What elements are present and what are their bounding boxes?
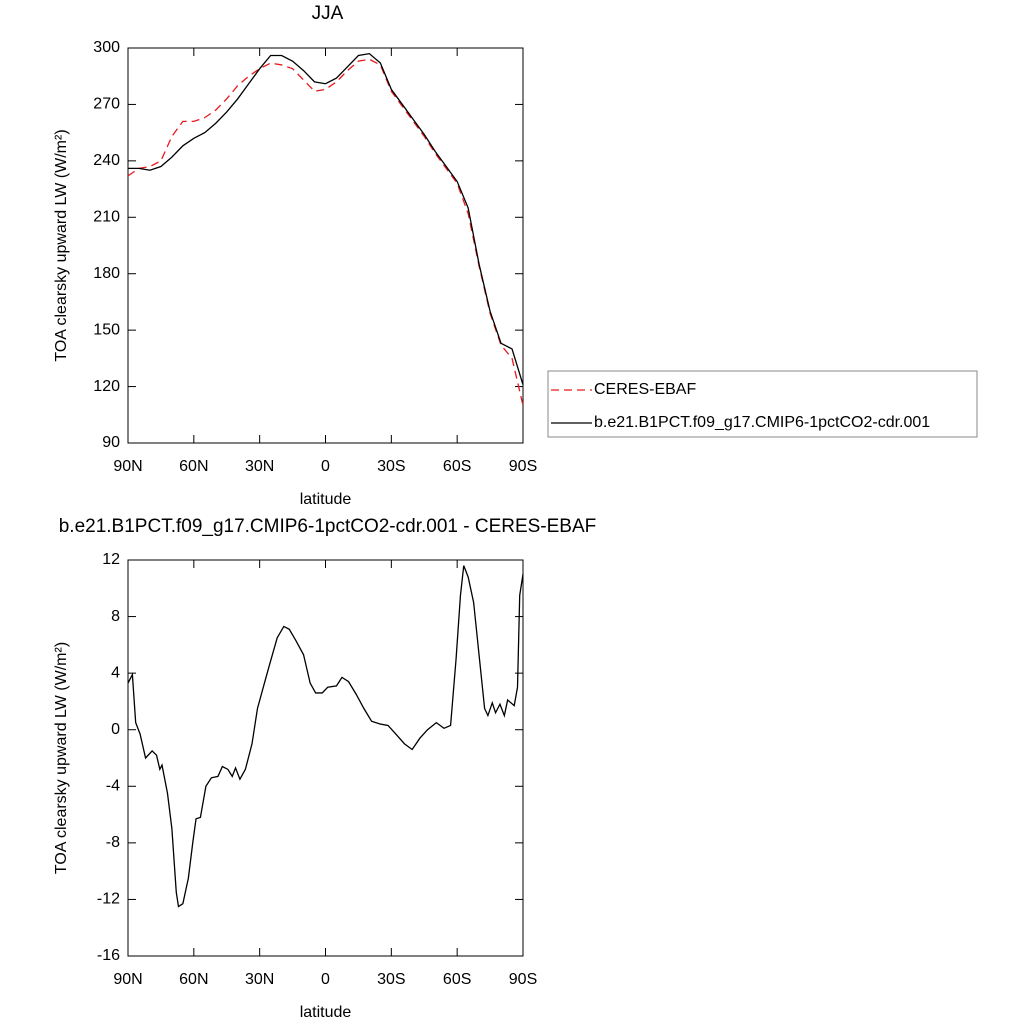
y-axis-label: TOA clearsky upward LW (W/m²): [53, 129, 70, 361]
chart-title: b.e21.B1PCT.f09_g17.CMIP6-1pctCO2-cdr.00…: [59, 516, 597, 537]
x-tick-label: 30N: [245, 971, 274, 988]
y-tick-label: 270: [93, 96, 120, 113]
y-tick-label: 0: [111, 721, 120, 738]
x-tick-label: 60S: [443, 971, 471, 988]
x-tick-label: 90S: [509, 971, 537, 988]
chart-panel: JJA latitude TOA clearsky upward LW (W/m²)…: [53, 3, 978, 508]
x-tick-label: 0: [321, 458, 330, 475]
x-tick-label: 60S: [443, 458, 471, 475]
plot-frame: [127, 559, 524, 957]
y-tick-label: 4: [111, 664, 120, 681]
x-axis-label: latitude: [300, 491, 352, 508]
x-tick-label: 0: [321, 971, 330, 988]
x-tick-label: 90S: [509, 458, 537, 475]
plot-frame: [127, 47, 524, 444]
y-tick-label: 240: [93, 152, 120, 169]
y-tick-label: 120: [93, 378, 120, 395]
y-tick-label: 300: [93, 39, 120, 56]
legend-label: CERES-EBAF: [594, 381, 696, 398]
chart-title: JJA: [312, 3, 344, 24]
x-tick-label: 30N: [245, 458, 274, 475]
x-axis-label: latitude: [300, 1004, 352, 1021]
x-tick-label: 90N: [113, 458, 142, 475]
data-line: [128, 52, 524, 385]
y-axis-label: TOA clearsky upward LW (W/m²): [53, 642, 70, 874]
y-tick-label: 150: [93, 321, 120, 338]
x-tick-label: 30S: [377, 458, 405, 475]
x-tick-label: 30S: [377, 971, 405, 988]
y-tick-label: 90: [102, 434, 120, 451]
y-tick-label: -12: [97, 891, 120, 908]
chart-panel: b.e21.B1PCT.f09_g17.CMIP6-1pctCO2-cdr.00…: [53, 516, 596, 1021]
y-tick-label: 180: [93, 265, 120, 282]
data-line: [127, 58, 524, 406]
x-tick-label: 90N: [113, 971, 142, 988]
data-line: [127, 565, 524, 908]
y-tick-label: -8: [106, 834, 120, 851]
y-tick-label: -4: [106, 778, 120, 795]
x-tick-label: 60N: [179, 458, 208, 475]
legend-label: b.e21.B1PCT.f09_g17.CMIP6-1pctCO2-cdr.00…: [594, 414, 930, 431]
x-tick-label: 60N: [179, 971, 208, 988]
y-tick-label: -16: [97, 947, 120, 964]
y-tick-label: 8: [111, 608, 120, 625]
y-tick-label: 210: [93, 209, 120, 226]
y-tick-label: 12: [102, 551, 120, 568]
legend-box: [547, 370, 978, 438]
